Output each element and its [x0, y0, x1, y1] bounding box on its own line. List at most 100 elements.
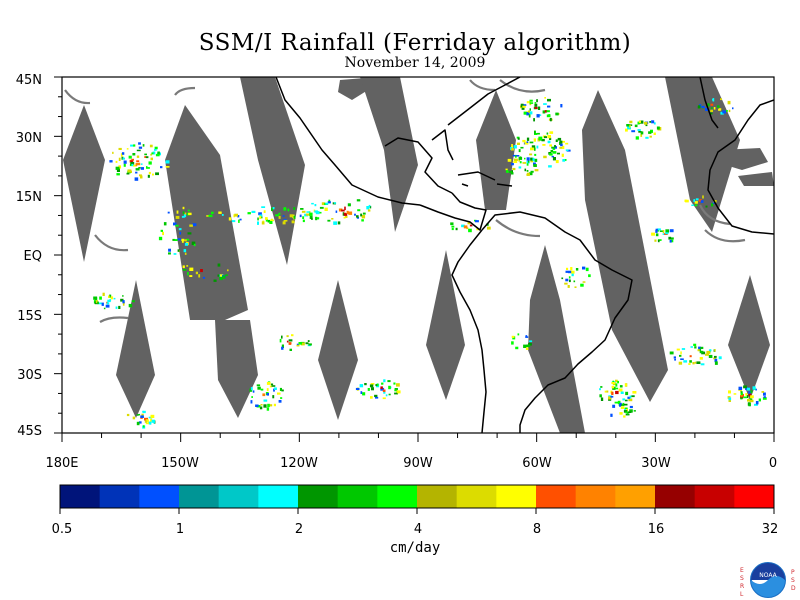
rain-cell: [525, 347, 529, 350]
rain-cell: [272, 395, 275, 399]
rain-cell: [102, 292, 105, 296]
rain-cell: [227, 269, 229, 272]
rain-cell: [126, 413, 130, 417]
rain-cell: [160, 166, 163, 169]
rain-cell: [451, 228, 454, 231]
rain-cell: [529, 141, 534, 144]
rain-cell: [181, 215, 185, 218]
rain-cell: [565, 278, 569, 282]
rain-cell: [315, 216, 318, 221]
rain-cell: [625, 391, 629, 396]
rain-cell: [132, 416, 136, 420]
rain-cell: [283, 207, 287, 211]
rain-cell: [279, 338, 282, 343]
map-date: November 14, 2009: [344, 55, 486, 71]
colorbar-swatch: [496, 485, 537, 508]
rain-cell: [366, 206, 370, 210]
rain-cell: [513, 160, 518, 163]
rain-cell: [716, 105, 720, 108]
rain-cell: [95, 300, 98, 304]
rain-cell: [293, 215, 296, 219]
rain-cell: [534, 103, 538, 107]
rain-cell: [162, 231, 164, 236]
rain-cell: [142, 144, 145, 147]
rain-cell: [683, 360, 688, 363]
rain-cell: [461, 224, 465, 228]
rain-cell: [538, 136, 543, 140]
rain-cell: [315, 211, 320, 215]
rain-cell: [566, 267, 569, 270]
rain-cell: [529, 111, 533, 115]
rain-cell: [260, 404, 263, 406]
rain-cell: [755, 401, 759, 405]
rain-cell: [656, 126, 660, 130]
rain-cell: [331, 218, 334, 220]
rain-cell: [138, 142, 141, 145]
colorbar-units: cm/day: [389, 540, 441, 556]
rain-cell: [526, 163, 529, 166]
rain-cell: [383, 390, 386, 394]
colorbar-swatch: [734, 485, 775, 508]
colorbar-swatch: [337, 485, 378, 508]
rain-cell: [208, 214, 213, 218]
rain-cell: [701, 105, 705, 109]
logo-center-text: NOAA: [759, 572, 777, 579]
rain-cell: [148, 161, 152, 165]
rain-cell: [529, 99, 533, 102]
rain-cell: [382, 389, 386, 392]
rain-cell: [138, 421, 142, 424]
rain-cell: [188, 212, 192, 216]
rain-cell: [555, 112, 559, 116]
rain-cell: [144, 156, 146, 158]
rain-cell: [211, 211, 214, 214]
rain-cell: [526, 101, 531, 104]
rain-cell: [163, 222, 167, 226]
rain-cell: [261, 206, 266, 208]
rain-cell: [718, 108, 721, 111]
rain-cell: [142, 425, 145, 428]
rain-cell: [669, 237, 674, 240]
rain-cell: [714, 358, 718, 363]
lon-label-60w: 60W: [522, 456, 552, 471]
rain-cell: [526, 172, 530, 176]
rain-cell: [669, 239, 672, 243]
rain-cell: [547, 140, 551, 144]
rain-cell: [623, 415, 626, 418]
rain-cell: [692, 362, 695, 365]
rain-cell: [567, 270, 572, 274]
rain-cell: [127, 169, 132, 173]
rain-cell: [306, 211, 310, 213]
rain-cell: [354, 213, 356, 216]
rain-cell: [238, 219, 240, 223]
rain-cell: [638, 120, 641, 123]
rain-cell: [128, 155, 132, 159]
rain-cell: [187, 232, 192, 235]
rain-cell: [522, 162, 527, 164]
rain-cell: [510, 172, 514, 175]
rain-cell: [140, 167, 144, 170]
rain-cell: [522, 105, 526, 108]
rain-cell: [748, 398, 753, 401]
rain-cell: [218, 211, 222, 214]
rain-cell: [649, 121, 651, 123]
rain-cell: [355, 387, 360, 391]
rain-cell: [748, 391, 751, 394]
rain-cell: [743, 396, 747, 399]
rain-cell: [97, 301, 99, 305]
rain-cell: [394, 392, 398, 395]
rain-cell: [529, 108, 531, 111]
rain-cell: [131, 163, 134, 167]
rain-cell: [150, 418, 153, 422]
rain-cell: [151, 419, 155, 423]
rain-cell: [311, 202, 314, 205]
rain-cell: [547, 98, 551, 102]
rain-cell: [98, 302, 102, 305]
rain-cell: [469, 224, 473, 227]
lon-label-30w: 30W: [641, 456, 671, 471]
rain-cell: [266, 393, 269, 396]
rain-cell: [309, 215, 313, 219]
rain-cell: [693, 343, 697, 346]
logo-left-text-4: L: [740, 591, 744, 598]
rain-cell: [321, 202, 326, 206]
rain-cell: [121, 156, 124, 160]
